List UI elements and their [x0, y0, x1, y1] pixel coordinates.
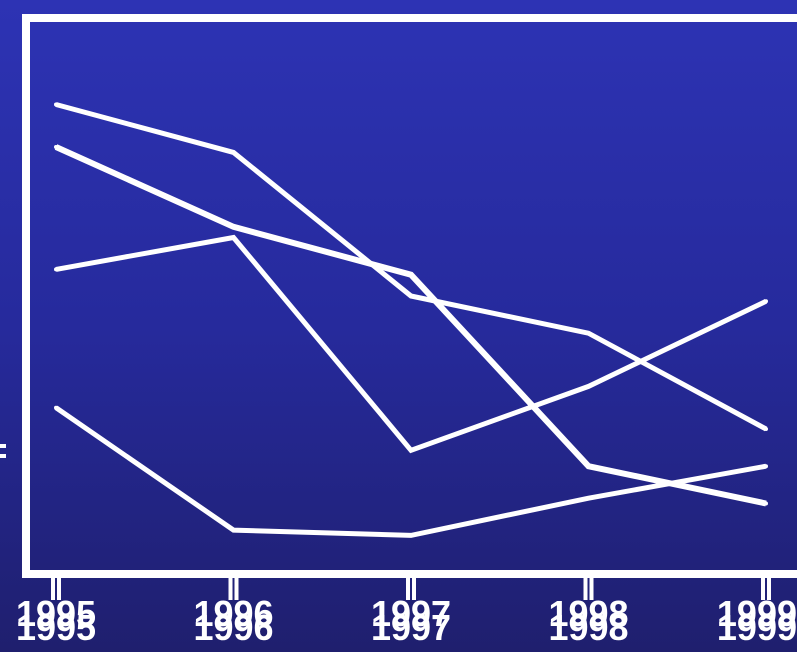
data-point [586, 331, 591, 336]
data-point [586, 384, 591, 389]
data-point [586, 496, 591, 501]
data-point [54, 267, 58, 272]
data-point [409, 448, 413, 453]
data-point [764, 501, 768, 506]
series-layer [54, 102, 768, 538]
x-tick-label: 1995 [16, 593, 96, 634]
x-tick-label: 1998 [548, 593, 628, 634]
x-tick-mark [589, 574, 594, 600]
x-tick-mark [767, 574, 771, 600]
x-tick-mark [406, 574, 410, 600]
data-point [231, 528, 236, 533]
data-point [54, 405, 58, 410]
data-point [231, 235, 236, 240]
x-tick-label: 1999 [717, 607, 797, 648]
x-tick-label: 1998 [548, 607, 628, 648]
data-point [586, 464, 591, 469]
x-tick-label: 1997 [371, 607, 451, 648]
x-tick-mark [761, 574, 765, 600]
data-point [409, 272, 413, 277]
x-tick-mark [412, 574, 416, 600]
data-point [54, 145, 58, 149]
data-point [764, 299, 768, 304]
data-point [764, 427, 768, 431]
y-axis-mark [0, 454, 6, 458]
plot-frame [22, 14, 797, 578]
x-tick-label: 1996 [193, 607, 273, 648]
x-tick-label: 1995 [16, 607, 96, 648]
data-point [409, 294, 413, 298]
x-tick-label: 1999 [717, 593, 797, 634]
data-point [231, 150, 236, 155]
x-tick-label: 1996 [193, 593, 273, 634]
x-tick-mark [234, 574, 239, 600]
x-tick-mark [583, 574, 588, 600]
series-line-3 [55, 234, 768, 454]
series-line-1 [55, 102, 768, 432]
x-tick-mark [228, 574, 233, 600]
data-point [409, 533, 413, 538]
series-line-4 [54, 405, 767, 538]
data-point [231, 224, 236, 229]
x-tick-mark [57, 574, 61, 600]
data-point [764, 464, 768, 469]
data-point [54, 102, 58, 107]
x-tick-label: 1997 [371, 593, 451, 634]
y-axis-mark [0, 444, 6, 448]
x-tick-mark [51, 574, 55, 600]
